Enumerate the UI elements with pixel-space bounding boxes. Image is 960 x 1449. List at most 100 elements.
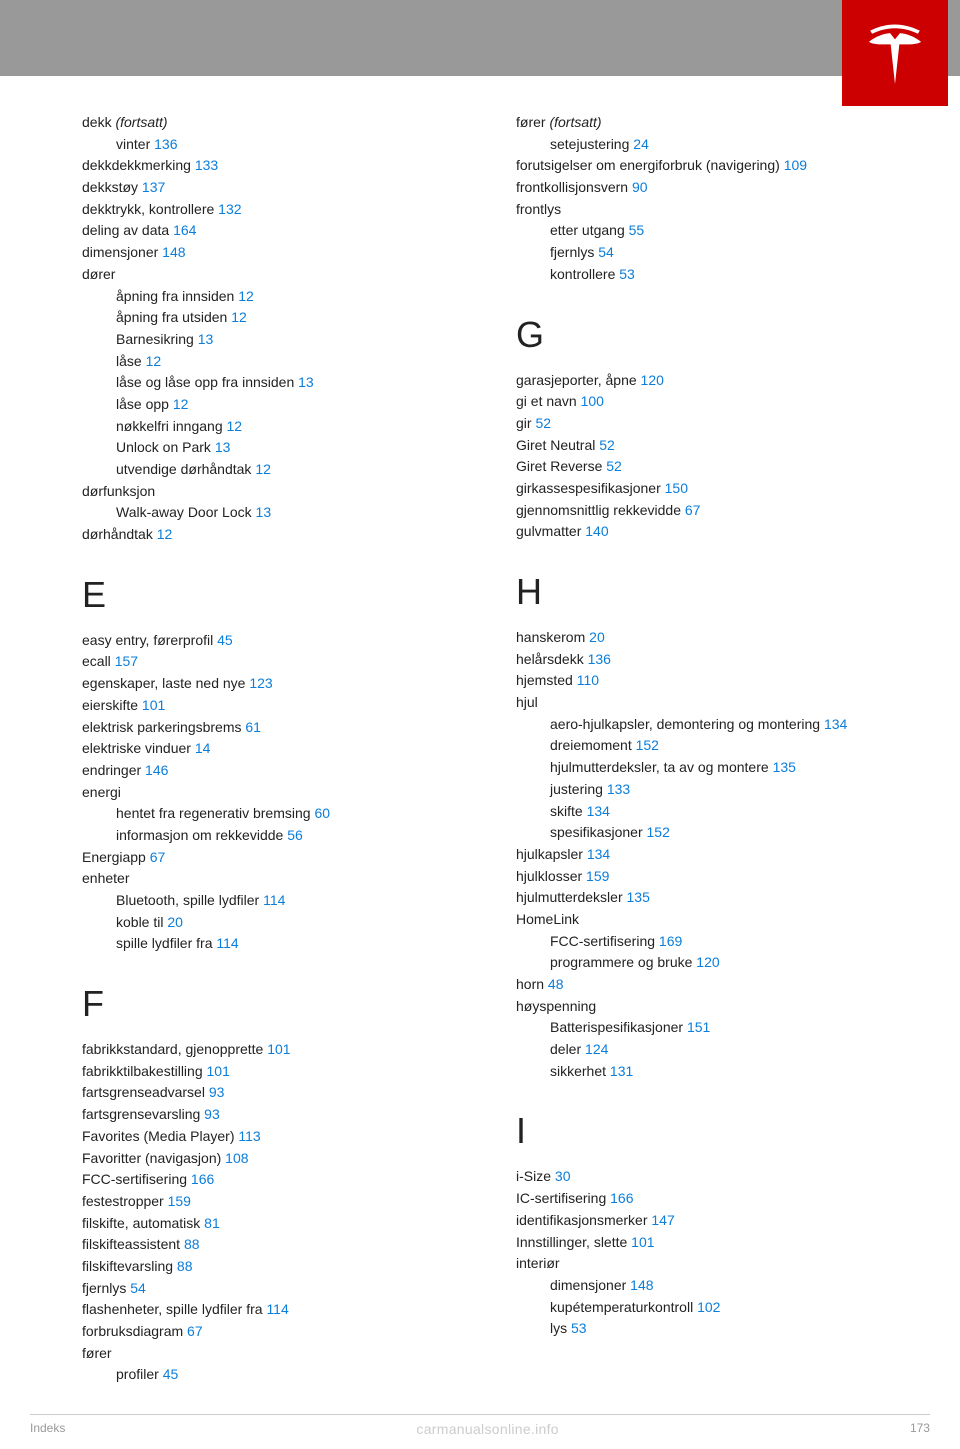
index-entry-label: gir [516,415,535,431]
index-page-link[interactable]: 166 [610,1190,633,1206]
index-page-link[interactable]: 61 [245,719,261,735]
index-page-link[interactable]: 52 [599,437,615,453]
index-page-link[interactable]: 55 [629,222,645,238]
index-page-link[interactable]: 88 [184,1236,200,1252]
index-page-link[interactable]: 13 [256,504,272,520]
index-page-link[interactable]: 48 [548,976,564,992]
index-page-link[interactable]: 67 [187,1323,203,1339]
index-page-link[interactable]: 140 [585,523,608,539]
index-page-link[interactable]: 109 [784,157,807,173]
index-page-link[interactable]: 120 [696,954,719,970]
index-page-link[interactable]: 81 [204,1215,220,1231]
index-page-link[interactable]: 67 [685,502,701,518]
index-page-link[interactable]: 13 [298,374,314,390]
index-entry: filskiftevarsling 88 [82,1256,466,1278]
index-entry-label: fjernlys [82,1280,130,1296]
index-page-link[interactable]: 24 [633,136,649,152]
index-entry: hjulkapsler 134 [516,844,900,866]
index-page-link[interactable]: 123 [249,675,272,691]
index-page-link[interactable]: 13 [198,331,214,347]
index-page-link[interactable]: 45 [217,632,233,648]
index-page-link[interactable]: 113 [238,1128,260,1144]
index-page-link[interactable]: 90 [632,179,648,195]
index-page-link[interactable]: 159 [168,1193,191,1209]
index-page-link[interactable]: 12 [255,461,271,477]
index-page-link[interactable]: 131 [610,1063,633,1079]
index-page-link[interactable]: 147 [651,1212,674,1228]
index-page-link[interactable]: 60 [314,805,330,821]
index-page-link[interactable]: 134 [587,846,610,862]
index-entry: deler 124 [516,1039,900,1061]
index-page-link[interactable]: 53 [619,266,635,282]
index-page-link[interactable]: 54 [598,244,614,260]
index-entry: hjul [516,692,900,714]
index-entry: hjemsted 110 [516,670,900,692]
index-page-link[interactable]: 101 [267,1041,290,1057]
index-page-link[interactable]: 152 [647,824,670,840]
index-entry: Unlock on Park 13 [82,437,466,459]
index-page-link[interactable]: 136 [588,651,611,667]
index-page-link[interactable]: 133 [607,781,630,797]
index-page-link[interactable]: 135 [773,759,796,775]
index-page-link[interactable]: 13 [215,439,231,455]
index-page-link[interactable]: 114 [216,935,238,951]
index-page-link[interactable]: 134 [587,803,610,819]
index-page-link[interactable]: 67 [150,849,166,865]
index-page-link[interactable]: 151 [687,1019,710,1035]
index-entry-label: FCC-sertifisering [550,933,659,949]
index-page-link[interactable]: 164 [173,222,196,238]
index-page-link[interactable]: 12 [227,418,243,434]
index-page-link[interactable]: 137 [142,179,165,195]
index-page-link[interactable]: 136 [154,136,177,152]
index-page-link[interactable]: 148 [630,1277,653,1293]
index-page-link[interactable]: 146 [145,762,168,778]
index-page-link[interactable]: 12 [231,309,247,325]
index-page-link[interactable]: 134 [824,716,847,732]
index-page-link[interactable]: 114 [266,1301,288,1317]
index-page-link[interactable]: 148 [162,244,185,260]
index-page-link[interactable]: 56 [287,827,303,843]
index-page-link[interactable]: 152 [636,737,659,753]
index-page-link[interactable]: 20 [167,914,183,930]
index-page-link[interactable]: 133 [195,157,218,173]
index-page-link[interactable]: 101 [207,1063,230,1079]
index-page-link[interactable]: 12 [157,526,173,542]
index-page-link[interactable]: 150 [665,480,688,496]
index-page-link[interactable]: 88 [177,1258,193,1274]
index-page-link[interactable]: 100 [581,393,604,409]
index-page-link[interactable]: 101 [142,697,165,713]
index-page-link[interactable]: 124 [585,1041,608,1057]
index-page-link[interactable]: 102 [697,1299,720,1315]
tesla-logo-icon [864,22,926,84]
index-page-link[interactable]: 93 [209,1084,225,1100]
index-page-link[interactable]: 12 [146,353,162,369]
index-page-link[interactable]: 45 [163,1366,179,1382]
index-page-link[interactable]: 157 [115,653,138,669]
index-page-link[interactable]: 93 [204,1106,220,1122]
index-page-link[interactable]: 166 [191,1171,214,1187]
index-page-link[interactable]: 108 [225,1150,248,1166]
index-page-link[interactable]: 120 [641,372,664,388]
index-entry-label: profiler [116,1366,163,1382]
index-page-link[interactable]: 20 [589,629,605,645]
index-page-link[interactable]: 132 [218,201,241,217]
index-page-link[interactable]: 101 [631,1234,654,1250]
index-page-link[interactable]: 110 [577,672,599,688]
index-page-link[interactable]: 14 [195,740,211,756]
index-page-link[interactable]: 53 [571,1320,587,1336]
index-page-link[interactable]: 30 [555,1168,571,1184]
index-page-link[interactable]: 159 [586,868,609,884]
index-page-link[interactable]: 114 [263,892,285,908]
index-entry-label: dekkstøy [82,179,142,195]
index-page-link[interactable]: 52 [535,415,551,431]
index-page-link[interactable]: 135 [627,889,650,905]
index-entry-label: gi et navn [516,393,581,409]
index-page-link[interactable]: 52 [606,458,622,474]
index-page-link[interactable]: 12 [238,288,254,304]
index-page-link[interactable]: 54 [130,1280,146,1296]
index-page-link[interactable]: 169 [659,933,682,949]
index-entry: aero-hjulkapsler, demontering og monteri… [516,714,900,736]
index-page-link[interactable]: 12 [173,396,189,412]
index-entry: gjennomsnittlig rekkevidde 67 [516,500,900,522]
index-entry-label: dimensjoner [550,1277,630,1293]
